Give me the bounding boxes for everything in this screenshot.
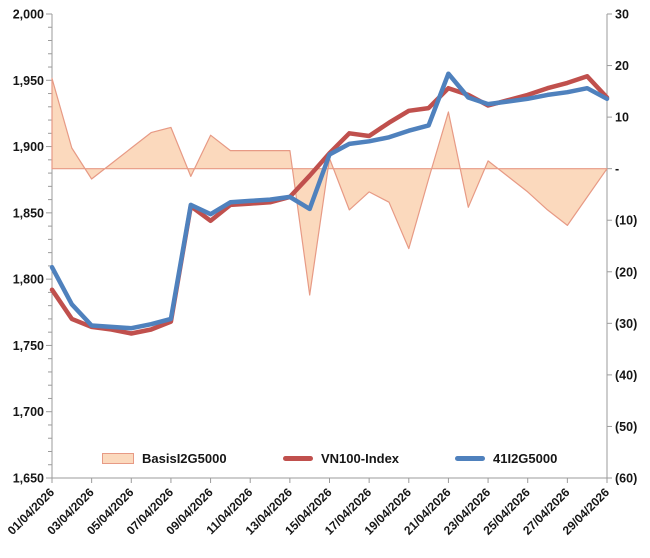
y-axis-tick-label: 1,950 xyxy=(13,74,44,88)
right-axis-tick-label: (20) xyxy=(615,265,637,279)
y-axis-tick-label: 1,750 xyxy=(13,339,44,353)
right-axis-tick-label: (40) xyxy=(615,368,637,382)
y-axis-tick-label: 1,650 xyxy=(13,472,44,486)
basis-area-series xyxy=(51,77,608,296)
right-axis-tick-label: (10) xyxy=(615,214,637,228)
right-axis-tick-label: (60) xyxy=(615,472,637,486)
right-axis-tick-label: (50) xyxy=(615,420,637,434)
right-axis-tick-label: (30) xyxy=(615,317,637,331)
y-axis-tick-label: 1,850 xyxy=(13,206,44,220)
41i2g5000-line-series xyxy=(49,71,610,331)
right-axis-tick-label: 30 xyxy=(615,8,629,22)
y-axis-tick-label: 1,800 xyxy=(13,273,44,287)
y-axis-tick-label: 1,700 xyxy=(13,405,44,419)
vn100-line-series xyxy=(49,74,610,336)
right-axis-tick-label: 10 xyxy=(615,111,629,125)
y-axis-tick-label: 2,000 xyxy=(13,8,44,22)
right-axis-tick-label: 20 xyxy=(615,59,629,73)
right-axis-tick-label: - xyxy=(615,162,619,176)
y-axis-tick-label: 1,900 xyxy=(13,140,44,154)
